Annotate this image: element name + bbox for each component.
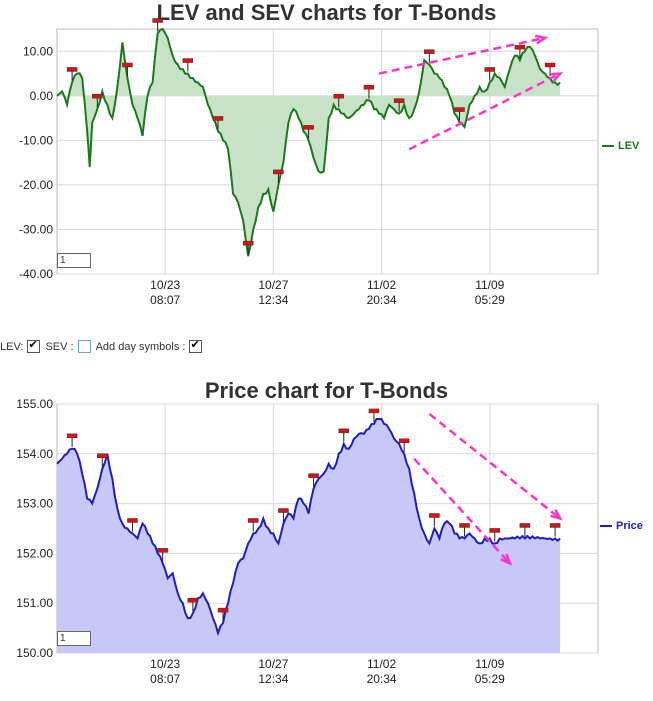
y-tick-label: -10.00 [19, 133, 53, 147]
day-symbol-marker [489, 528, 500, 533]
day-symbol-marker [157, 548, 168, 553]
day-symbol-marker [217, 607, 229, 613]
day-symbol-marker [484, 67, 495, 72]
price-page-input[interactable]: 1 [57, 631, 91, 646]
price-legend-label: Price [616, 520, 643, 532]
day-symbol-marker [152, 18, 163, 23]
x-tick-time: 08:07 [150, 672, 180, 686]
day-symbol-marker [122, 62, 133, 68]
day-symbol-marker [66, 67, 78, 72]
trend-arrow-line [378, 36, 546, 75]
chart-controls: LEV: SEV : Add day symbols : [0, 338, 205, 353]
price-legend-swatch [600, 525, 612, 527]
y-tick-label: 155.00 [16, 397, 53, 411]
x-tick-time: 05:29 [475, 293, 505, 307]
day-symbol-marker [459, 523, 470, 528]
lev-legend-label: LEV [618, 140, 640, 152]
x-tick-time: 08:07 [150, 293, 180, 307]
day-symbols-label: Add day symbols : [95, 340, 186, 353]
trend-arrow-line [428, 412, 561, 520]
day-symbol-marker [519, 523, 531, 528]
day-symbol-marker [182, 58, 194, 63]
trend-arrow-line [413, 457, 511, 565]
y-tick-label: -30.00 [19, 222, 53, 236]
day-symbol-marker [549, 523, 561, 528]
day-symbol-marker [393, 98, 405, 103]
day-symbol-marker [429, 513, 440, 518]
sev-toggle-label: SEV : [45, 340, 74, 353]
trend-arrow-head [550, 72, 563, 82]
y-tick-label: 151.00 [16, 596, 53, 610]
day-symbol-marker [247, 518, 259, 523]
trend-arrow-head [550, 509, 563, 521]
x-tick-date: 10/27 [258, 278, 288, 292]
day-symbol-marker [278, 508, 289, 513]
day-symbol-marker [368, 408, 380, 414]
day-symbol-marker [242, 240, 254, 246]
x-tick-time: 20:34 [367, 672, 397, 686]
x-tick-date: 10/27 [258, 657, 288, 671]
y-tick-label: 150.00 [16, 646, 53, 660]
y-tick-label: 10.00 [23, 44, 53, 58]
lev-chart-title: LEV and SEV charts for T-Bonds [156, 0, 497, 25]
sev-checkbox[interactable] [77, 340, 91, 353]
x-tick-time: 05:29 [475, 672, 505, 686]
x-tick-date: 11/09 [475, 657, 504, 671]
series-area-fill [57, 418, 561, 653]
day-symbol-marker [187, 597, 199, 603]
price-chart-title: Price chart for T-Bonds [204, 378, 449, 403]
day-symbol-marker [514, 44, 526, 50]
y-tick-label: -20.00 [19, 178, 53, 192]
y-tick-label: 154.00 [16, 447, 53, 461]
day-symbol-marker [97, 453, 108, 458]
day-symbol-marker [66, 433, 78, 439]
y-tick-label: 152.00 [16, 546, 53, 560]
lev-page-input[interactable]: 1 [57, 253, 91, 268]
series-line [56, 27, 561, 257]
day-symbol-marker [92, 93, 103, 99]
y-tick-label: 0.00 [30, 89, 54, 103]
day-symbol-marker [544, 62, 556, 68]
lev-legend[interactable]: LEV [602, 140, 639, 152]
day-symbols-checkbox[interactable] [189, 338, 203, 353]
day-symbol-marker [424, 49, 435, 54]
x-tick-date: 10/23 [150, 278, 180, 292]
day-symbol-marker [212, 116, 224, 121]
day-symbol-marker [363, 85, 375, 90]
x-tick-time: 20:34 [367, 293, 397, 307]
day-symbol-marker [454, 107, 465, 112]
lev-checkbox[interactable] [27, 338, 41, 353]
day-symbol-marker [303, 125, 314, 130]
trend-arrow-head [534, 34, 549, 45]
lev-toggle-label: LEV: [0, 340, 24, 353]
day-symbol-marker [338, 428, 350, 434]
day-symbol-marker [273, 169, 284, 175]
lev-chart: 10.00 0.00 -10.00 -20.00 -30.00 -40.00 10/2308… [19, 18, 599, 307]
trend-arrow-line [408, 72, 561, 151]
x-tick-date: 11/02 [367, 278, 396, 292]
lev-legend-swatch [602, 145, 614, 147]
price-legend[interactable]: Price [600, 520, 643, 532]
y-tick-label: 153.00 [16, 497, 53, 511]
x-tick-date: 11/02 [367, 657, 396, 671]
series-line [56, 417, 561, 637]
trend-arrow-head [500, 553, 512, 566]
x-tick-date: 11/09 [475, 278, 504, 292]
plot-area [56, 28, 599, 275]
day-symbol-marker [333, 93, 345, 99]
day-symbol-marker [398, 438, 410, 444]
x-tick-time: 12:34 [258, 293, 288, 307]
day-symbol-marker [127, 518, 138, 523]
day-symbol-marker [308, 473, 319, 478]
series-area-fill [57, 29, 561, 257]
x-tick-time: 12:34 [258, 672, 288, 686]
y-tick-label: -40.00 [19, 267, 53, 281]
x-tick-date: 10/23 [150, 657, 180, 671]
